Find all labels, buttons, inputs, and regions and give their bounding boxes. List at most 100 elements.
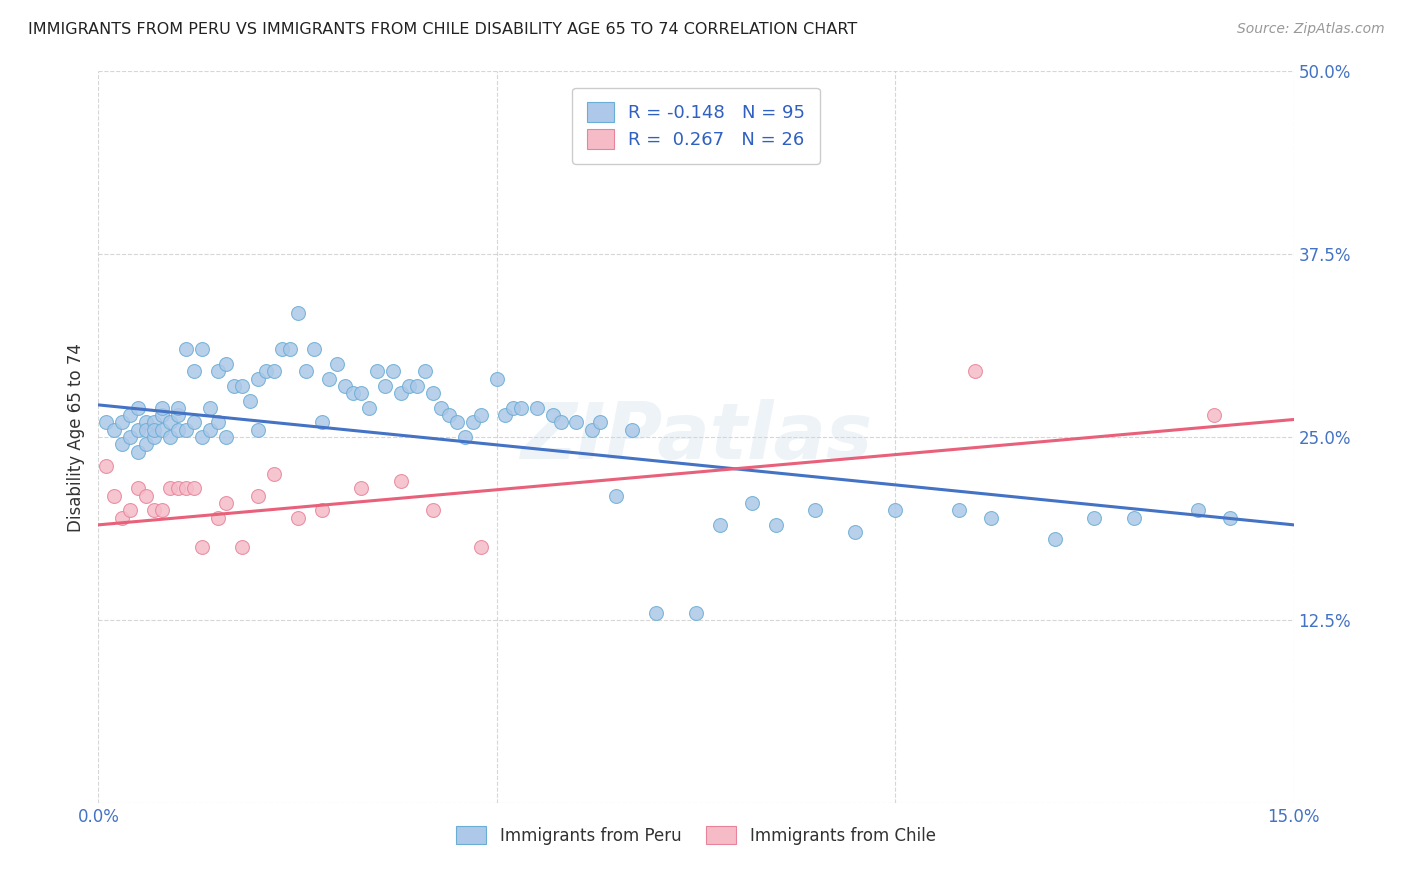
Point: [120, 503, 142, 517]
Point: [174, 423, 197, 437]
Point: [254, 364, 277, 378]
Point: [183, 364, 205, 378]
Point: [150, 503, 173, 517]
Point: [263, 467, 285, 481]
Point: [215, 430, 238, 444]
Point: [526, 401, 548, 415]
Point: [278, 343, 301, 357]
Point: [191, 343, 214, 357]
Point: [174, 481, 197, 495]
Point: [207, 416, 229, 430]
Point: [422, 386, 444, 401]
Point: [150, 401, 173, 415]
Point: [111, 416, 134, 430]
Point: [550, 416, 572, 430]
Point: [430, 401, 453, 415]
Point: [374, 379, 396, 393]
Point: [198, 401, 221, 415]
Point: [844, 525, 866, 540]
Point: [150, 408, 173, 422]
Point: [167, 423, 190, 437]
Point: [263, 364, 285, 378]
Point: [741, 496, 763, 510]
Point: [709, 517, 731, 532]
Point: [605, 489, 627, 503]
Point: [135, 423, 157, 437]
Point: [389, 474, 412, 488]
Point: [135, 489, 157, 503]
Point: [198, 423, 221, 437]
Point: [366, 364, 388, 378]
Point: [167, 401, 190, 415]
Text: IMMIGRANTS FROM PERU VS IMMIGRANTS FROM CHILE DISABILITY AGE 65 TO 74 CORRELATIO: IMMIGRANTS FROM PERU VS IMMIGRANTS FROM …: [28, 22, 858, 37]
Point: [287, 510, 309, 524]
Point: [302, 343, 325, 357]
Point: [231, 379, 253, 393]
Point: [422, 503, 444, 517]
Point: [350, 481, 373, 495]
Legend: Immigrants from Peru, Immigrants from Chile: Immigrants from Peru, Immigrants from Ch…: [449, 818, 943, 853]
Point: [1043, 533, 1066, 547]
Point: [389, 386, 412, 401]
Point: [191, 540, 214, 554]
Point: [980, 510, 1002, 524]
Point: [311, 416, 333, 430]
Point: [183, 481, 205, 495]
Point: [159, 416, 181, 430]
Point: [127, 444, 149, 458]
Point: [948, 503, 970, 517]
Point: [398, 379, 420, 393]
Point: [246, 489, 269, 503]
Point: [150, 423, 173, 437]
Point: [437, 408, 460, 422]
Point: [645, 606, 668, 620]
Point: [120, 408, 142, 422]
Point: [183, 416, 205, 430]
Point: [103, 489, 125, 503]
Point: [246, 371, 269, 385]
Point: [207, 364, 229, 378]
Point: [167, 408, 190, 422]
Point: [143, 423, 166, 437]
Point: [135, 416, 157, 430]
Point: [485, 371, 508, 385]
Point: [502, 401, 524, 415]
Point: [413, 364, 436, 378]
Point: [382, 364, 405, 378]
Point: [509, 401, 531, 415]
Point: [294, 364, 316, 378]
Point: [215, 496, 238, 510]
Point: [1187, 503, 1209, 517]
Point: [207, 510, 229, 524]
Point: [239, 393, 262, 408]
Point: [1219, 510, 1241, 524]
Point: [143, 416, 166, 430]
Point: [581, 423, 603, 437]
Point: [765, 517, 787, 532]
Point: [494, 408, 516, 422]
Point: [127, 401, 149, 415]
Point: [111, 510, 134, 524]
Point: [174, 343, 197, 357]
Point: [685, 606, 707, 620]
Point: [318, 371, 340, 385]
Point: [159, 481, 181, 495]
Point: [541, 408, 564, 422]
Point: [454, 430, 477, 444]
Point: [359, 401, 381, 415]
Point: [135, 437, 157, 451]
Point: [191, 430, 214, 444]
Point: [350, 386, 373, 401]
Point: [167, 481, 190, 495]
Point: [120, 430, 142, 444]
Point: [470, 540, 492, 554]
Point: [589, 416, 612, 430]
Point: [342, 386, 364, 401]
Point: [406, 379, 429, 393]
Point: [111, 437, 134, 451]
Point: [143, 503, 166, 517]
Point: [215, 357, 238, 371]
Point: [446, 416, 468, 430]
Point: [96, 459, 118, 474]
Point: [1123, 510, 1146, 524]
